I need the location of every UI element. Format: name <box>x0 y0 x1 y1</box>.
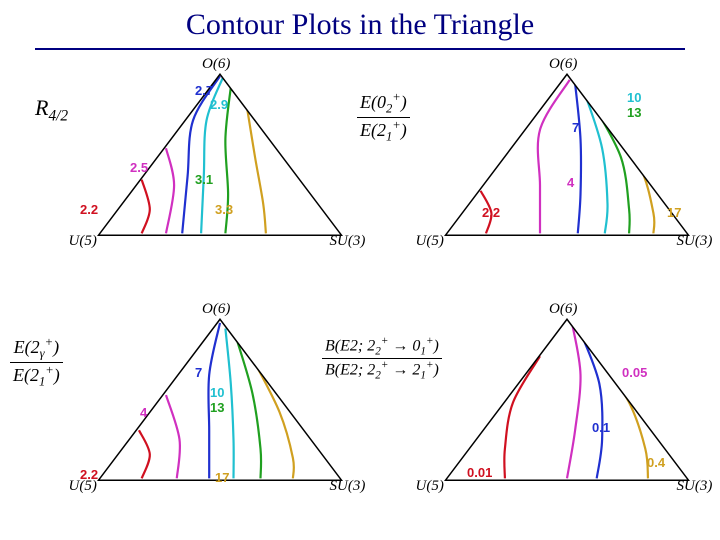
vertex-top: O(6) <box>549 301 577 318</box>
contour-line <box>575 84 581 234</box>
contour-label: 17 <box>667 205 681 220</box>
panel-e02e21: O(6)U(5)SU(3)2.247101317E(02+)E(21+) <box>432 65 702 250</box>
contour-line <box>581 332 603 478</box>
panel-r42: O(6)U(5)SU(3)2.22.52.72.93.13.3R4/2 <box>85 65 355 250</box>
contour-label: 7 <box>572 120 579 135</box>
contour-label: 7 <box>195 365 202 380</box>
contour-line <box>236 338 261 479</box>
contour-line <box>538 80 570 234</box>
panel-ratio-label: B(E2; 22+ → 01+)B(E2; 22+ → 21+) <box>322 335 442 381</box>
contour-label: 0.01 <box>467 465 492 480</box>
triangle-plot <box>432 65 702 250</box>
contour-label: 2.2 <box>80 467 98 482</box>
panel-ratio-label: R4/2 <box>35 95 68 125</box>
contour-line <box>166 395 180 478</box>
contour-label: 0.1 <box>592 420 610 435</box>
vertex-right: SU(3) <box>330 233 366 250</box>
panel-ratio-label: E(2γ+)E(21+) <box>10 335 63 389</box>
contour-label: 3.3 <box>215 202 233 217</box>
contour-label: 17 <box>215 470 229 485</box>
contour-line <box>252 358 294 478</box>
vertex-right: SU(3) <box>677 233 713 250</box>
contour-line <box>225 329 233 479</box>
vertex-right: SU(3) <box>677 478 713 495</box>
contour-label: 0.05 <box>622 365 647 380</box>
contour-line <box>139 430 150 478</box>
contour-line <box>594 106 630 234</box>
contour-label: 10 <box>627 90 641 105</box>
page-title: Contour Plots in the Triangle <box>0 8 720 42</box>
contour-label: 2.7 <box>195 83 213 98</box>
contour-label: 10 <box>210 385 224 400</box>
panel-ratio-label: E(02+)E(21+) <box>357 90 410 144</box>
contour-line <box>247 108 266 234</box>
triangle-plot <box>85 65 355 250</box>
vertex-top: O(6) <box>549 56 577 73</box>
vertex-right: SU(3) <box>330 478 366 495</box>
contour-label: 13 <box>627 105 641 120</box>
contour-label: 2.9 <box>210 97 228 112</box>
contour-label: 4 <box>567 175 574 190</box>
contour-label: 2.2 <box>80 202 98 217</box>
panel-e2ge21: O(6)U(5)SU(3)2.247101317E(2γ+)E(21+) <box>85 310 355 495</box>
vertex-top: O(6) <box>202 301 230 318</box>
contour-line <box>567 325 581 479</box>
vertex-left: U(5) <box>69 233 97 250</box>
contour-line <box>142 180 150 234</box>
contour-label: 2.2 <box>482 205 500 220</box>
contour-label: 0.4 <box>647 455 665 470</box>
contour-line <box>166 148 174 233</box>
vertex-left: U(5) <box>416 233 444 250</box>
contour-label: 4 <box>140 405 147 420</box>
contour-label: 13 <box>210 400 224 415</box>
contour-line <box>586 96 608 233</box>
title-rule <box>35 48 685 50</box>
contour-label: 2.5 <box>130 160 148 175</box>
vertex-top: O(6) <box>202 56 230 73</box>
contour-line <box>504 356 540 478</box>
panel-be2ratio: O(6)U(5)SU(3)0.010.050.10.4B(E2; 22+ → 0… <box>432 310 702 495</box>
vertex-left: U(5) <box>416 478 444 495</box>
contour-label: 3.1 <box>195 172 213 187</box>
